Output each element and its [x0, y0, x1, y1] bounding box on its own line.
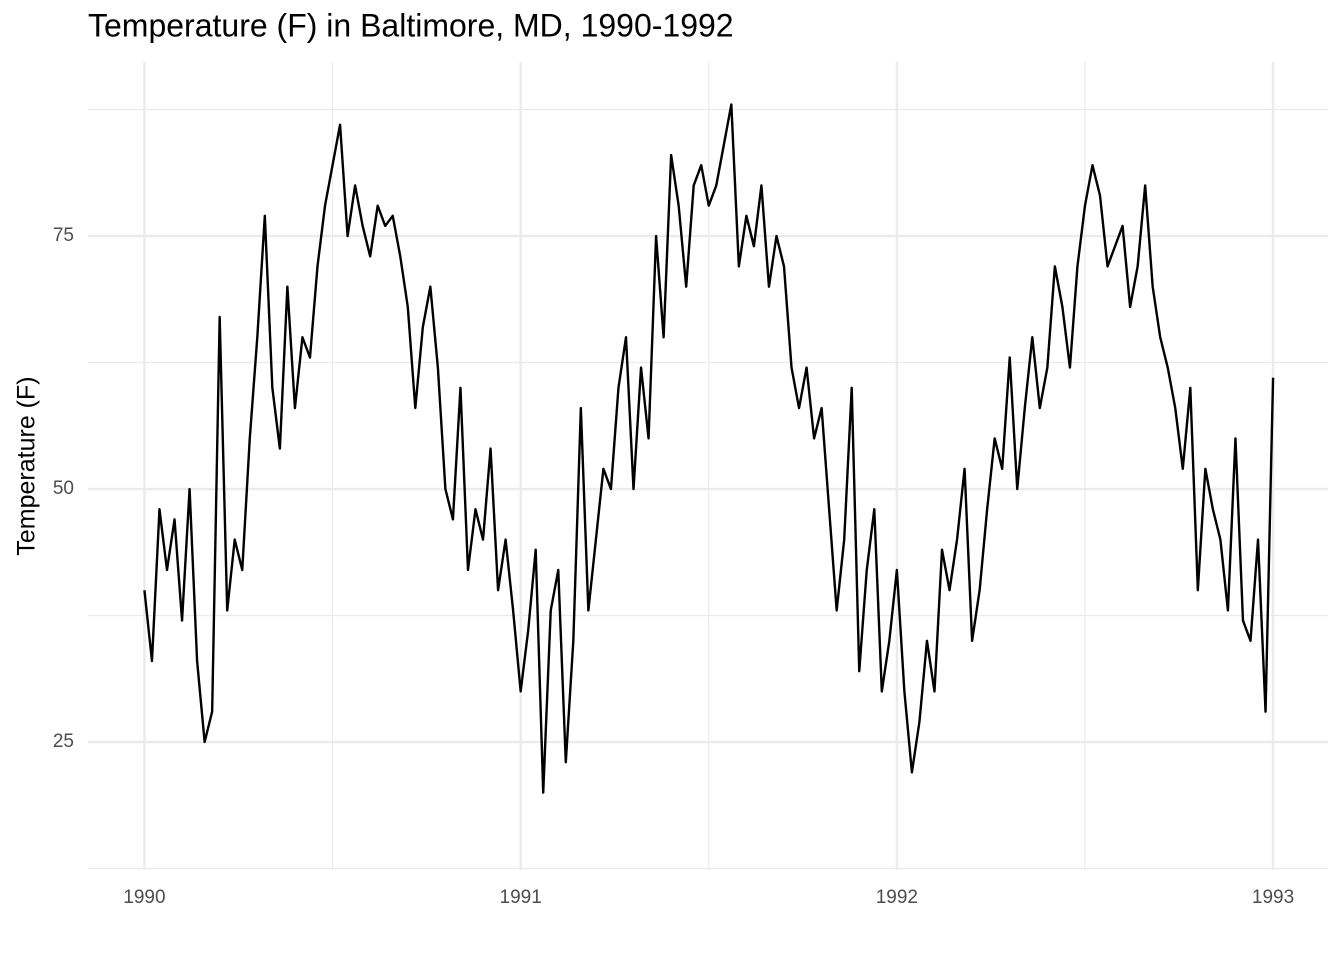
y-tick-label: 25 — [53, 731, 74, 752]
y-tick-label: 75 — [53, 225, 74, 246]
y-tick-label: 50 — [53, 478, 74, 499]
x-tick-label: 1992 — [876, 887, 918, 908]
x-tick-label: 1990 — [123, 887, 165, 908]
y-axis-title: Temperature (F) — [13, 376, 41, 555]
x-tick-label: 1991 — [500, 887, 542, 908]
x-tick-label: 1993 — [1252, 887, 1294, 908]
chart-title: Temperature (F) in Baltimore, MD, 1990-1… — [88, 7, 734, 43]
line — [143, 103, 1275, 794]
